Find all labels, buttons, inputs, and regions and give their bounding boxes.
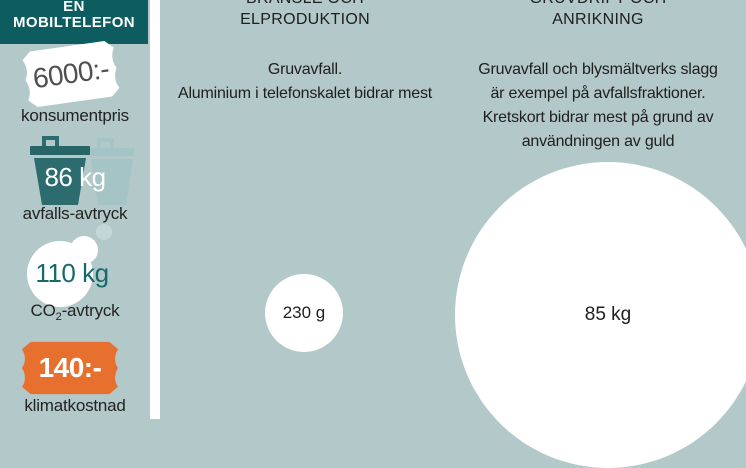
cloud-bump-icon	[70, 236, 98, 264]
waste-bubble-small: 230 g	[265, 274, 343, 352]
col2-body-line4: användningen av guld	[521, 133, 675, 150]
col2-header-line1: GRUVDRIFT OCH	[450, 0, 746, 9]
col2-body-line3: Kretskort bidrar mest på grund av	[482, 109, 714, 126]
price-tag-icon: 6000:-	[20, 39, 121, 110]
co2-footprint-label: CO2-avtryck	[3, 301, 147, 323]
trash-bins-icon	[30, 136, 134, 205]
cloud-bubble-icon	[96, 224, 112, 240]
waste-footprint-label: avfalls-avtryck	[22, 204, 128, 223]
column-body-fuel-electricity: Gruvavfall. Aluminium i telefonskalet bi…	[160, 58, 450, 106]
sidebar: EN MOBILTELEFON 6000:- konsumentpris 86 …	[0, 0, 150, 419]
waste-bubble-large-value: 85 kg	[584, 304, 632, 325]
column-header-mining-enrichment: GRUVDRIFT OCH ANRIKNING	[450, 0, 746, 30]
col2-body-line1: Gruvavfall och blysmältverks slagg	[478, 61, 718, 78]
col1-body-line2: Aluminium i telefonskalet bidrar mest	[177, 85, 433, 102]
climate-cost-label: klimatkostnad	[24, 396, 126, 415]
title-line-1: EN	[63, 0, 85, 15]
waste-footprint-value: 86 kg	[44, 162, 106, 192]
climate-price-tag-icon: 140:-	[21, 341, 119, 395]
co2-label-prefix: CO	[30, 301, 56, 320]
climate-tag-shape	[21, 341, 119, 395]
consumer-price-label: konsumentpris	[21, 106, 129, 125]
waste-bubble-large: 85 kg	[455, 162, 746, 468]
col1-header-line2: ELPRODUKTION	[240, 11, 370, 28]
co2-footprint-value: 110 kg	[35, 258, 109, 288]
col2-header-line2: ANRIKNING	[552, 11, 644, 28]
vertical-divider	[150, 0, 160, 419]
col1-header-line1: BRÄNSLE OCH	[160, 0, 450, 9]
climate-cost-value: 140:-	[38, 352, 102, 383]
price-tag-shape	[22, 41, 120, 107]
waste-bubble-small-value: 230 g	[282, 303, 326, 322]
col2-body-line2: är exempel på avfallsfraktioner.	[490, 85, 706, 102]
col1-body-line1: Gruvavfall.	[267, 61, 343, 78]
column-header-fuel-electricity: BRÄNSLE OCH ELPRODUKTION	[160, 0, 450, 30]
infographic-title: EN MOBILTELEFON	[0, 0, 148, 44]
title-line-2: MOBILTELEFON	[12, 14, 135, 31]
co2-label-suffix: -avtryck	[61, 301, 120, 320]
co2-label-subscript: 2	[55, 311, 62, 323]
column-body-mining-enrichment: Gruvavfall och blysmältverks slagg är ex…	[450, 58, 746, 154]
